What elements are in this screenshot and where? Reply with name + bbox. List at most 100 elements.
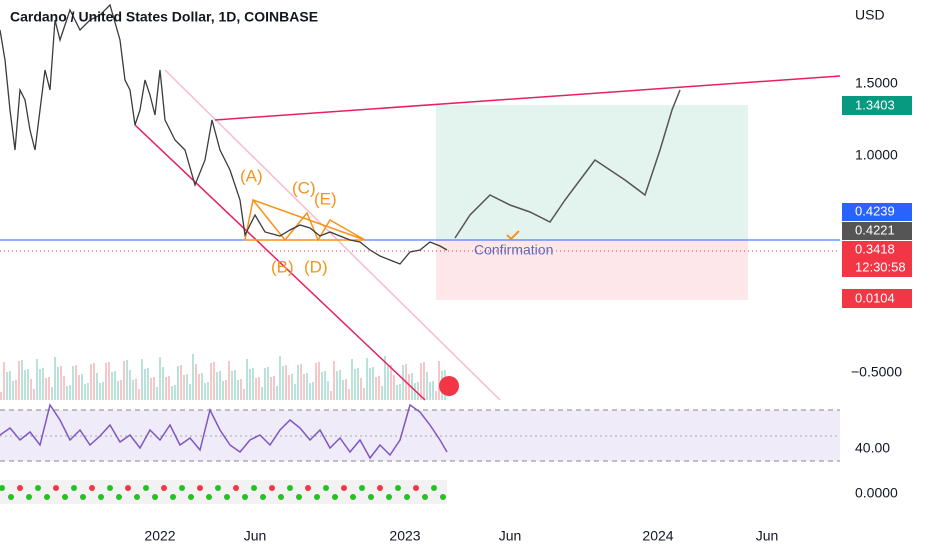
volume-bar bbox=[195, 364, 197, 400]
volume-bar bbox=[45, 378, 47, 400]
volume-bar bbox=[180, 365, 182, 400]
indicator-dot bbox=[143, 485, 149, 491]
volume-bar bbox=[15, 380, 17, 400]
indicator-dot bbox=[269, 485, 275, 491]
volume-bar bbox=[159, 357, 161, 400]
volume-bar bbox=[156, 387, 158, 400]
indicator-dot bbox=[404, 494, 410, 500]
price-tag: 1.3403 bbox=[855, 97, 895, 112]
time-label: 2022 bbox=[144, 528, 175, 544]
tag-box bbox=[842, 289, 912, 308]
volume-bar bbox=[120, 380, 122, 400]
volume-bar bbox=[0, 392, 2, 400]
indicator-dot bbox=[251, 485, 257, 491]
indicator-dot bbox=[26, 494, 32, 500]
volume-bar bbox=[432, 381, 434, 400]
time-label: Jun bbox=[244, 528, 267, 544]
indicator-dot bbox=[395, 485, 401, 491]
indicator-dot bbox=[359, 485, 365, 491]
triangle-top bbox=[252, 199, 366, 241]
volume-bar bbox=[366, 358, 368, 400]
volume-bar bbox=[420, 363, 422, 400]
volume-bar bbox=[54, 357, 56, 400]
indicator-dot bbox=[287, 485, 293, 491]
indicator-dot bbox=[296, 494, 302, 500]
indicator-dot bbox=[440, 494, 446, 500]
volume-bar bbox=[6, 372, 8, 400]
indicator-dot bbox=[233, 485, 239, 491]
indicator-dot bbox=[71, 485, 77, 491]
tag-box bbox=[842, 222, 912, 240]
volume-bar bbox=[345, 379, 347, 400]
volume-bar bbox=[189, 384, 191, 400]
volume-bar bbox=[258, 377, 260, 400]
time-label: 2024 bbox=[642, 528, 673, 544]
volume-bar bbox=[246, 359, 248, 400]
volume-bar bbox=[27, 369, 29, 400]
volume-bar bbox=[243, 389, 245, 400]
volume-bar bbox=[69, 385, 71, 400]
volume-bar bbox=[291, 374, 293, 400]
volume-bar bbox=[36, 359, 38, 400]
volume-bar bbox=[381, 386, 383, 400]
volume-bar bbox=[192, 354, 194, 400]
volume-bar bbox=[438, 361, 440, 400]
volume-bar bbox=[348, 389, 350, 400]
volume-bar bbox=[165, 377, 167, 400]
volume-bar bbox=[357, 368, 359, 400]
volume-bar bbox=[150, 378, 152, 400]
volume-bar bbox=[123, 361, 125, 400]
currency: USD bbox=[855, 7, 885, 23]
wave-label: (C) bbox=[292, 178, 316, 197]
volume-bar bbox=[93, 363, 95, 400]
volume-bar bbox=[408, 374, 410, 400]
target-zone bbox=[436, 105, 748, 240]
indicator-dot bbox=[152, 494, 158, 500]
volume-bar bbox=[303, 374, 305, 400]
volume-bar bbox=[372, 367, 374, 400]
volume-bar bbox=[135, 379, 137, 400]
price-label: 1.0000 bbox=[855, 147, 898, 163]
indicator-dot bbox=[107, 485, 113, 491]
event-icon bbox=[439, 376, 459, 396]
volume-bar bbox=[51, 387, 53, 400]
indicator-dot bbox=[0, 485, 5, 491]
stop-zone bbox=[436, 240, 748, 300]
volume-bar bbox=[264, 368, 266, 400]
volume-bar bbox=[282, 366, 284, 400]
volume-bar bbox=[351, 359, 353, 400]
price-history bbox=[0, 3, 448, 265]
volume-bar bbox=[177, 366, 179, 400]
volume-bar bbox=[294, 384, 296, 400]
volume-bar bbox=[378, 376, 380, 400]
volume-bar bbox=[255, 378, 257, 400]
check-mark bbox=[506, 230, 520, 241]
volume-bar bbox=[171, 386, 173, 400]
volume-bar bbox=[18, 361, 20, 400]
volume-bar bbox=[21, 360, 23, 400]
volume-bar bbox=[105, 363, 107, 400]
volume-bar bbox=[276, 386, 278, 400]
indicator-dot bbox=[422, 494, 428, 500]
price-tag: 0.4221 bbox=[855, 222, 895, 237]
volume-bar bbox=[30, 379, 32, 400]
volume-bar bbox=[252, 368, 254, 400]
volume-bar bbox=[78, 375, 80, 400]
indicator-dot bbox=[89, 485, 95, 491]
volume-bar bbox=[309, 383, 311, 400]
indicator-dot bbox=[53, 485, 59, 491]
resistance-line bbox=[214, 75, 841, 121]
indicator-dot bbox=[206, 494, 212, 500]
volume-bar bbox=[132, 380, 134, 400]
volume-bar bbox=[300, 364, 302, 400]
volume-bar bbox=[207, 382, 209, 400]
volume-bar bbox=[354, 369, 356, 400]
price-label: −0.5000 bbox=[851, 364, 902, 380]
volume-bar bbox=[210, 363, 212, 400]
volume-bar bbox=[333, 361, 335, 400]
indicator-band bbox=[0, 480, 447, 504]
volume-bar bbox=[327, 381, 329, 400]
volume-bar bbox=[33, 389, 35, 400]
price-tag: 0.4239 bbox=[855, 203, 895, 218]
channel-line bbox=[164, 69, 501, 401]
